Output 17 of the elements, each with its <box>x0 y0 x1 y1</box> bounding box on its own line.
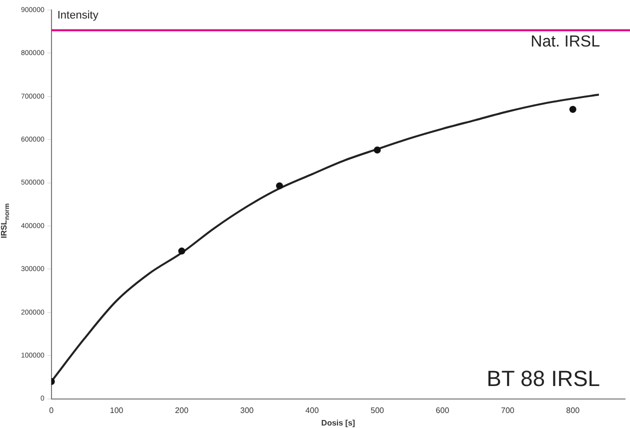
annotation: Intensity <box>57 10 99 22</box>
x-tick-label: 700 <box>500 406 515 415</box>
annotation: BT 88 IRSL <box>486 366 600 391</box>
x-tick-label: 200 <box>175 406 189 415</box>
x-axis-title: Dosis [s] <box>321 418 356 428</box>
point <box>276 182 284 190</box>
point <box>374 146 381 154</box>
x-tick-label: 600 <box>436 406 450 415</box>
point <box>178 248 186 255</box>
x-tick-label: 800 <box>566 406 580 415</box>
x-tick-label: 500 <box>370 406 385 415</box>
point <box>569 106 576 113</box>
x-tick-label: 300 <box>240 406 254 415</box>
x-tick-label: 100 <box>110 406 124 415</box>
x-tick-label: 0 <box>49 406 54 415</box>
x-tick-label: 400 <box>305 406 320 415</box>
ref-line-label: Nat. IRSL <box>530 34 600 51</box>
